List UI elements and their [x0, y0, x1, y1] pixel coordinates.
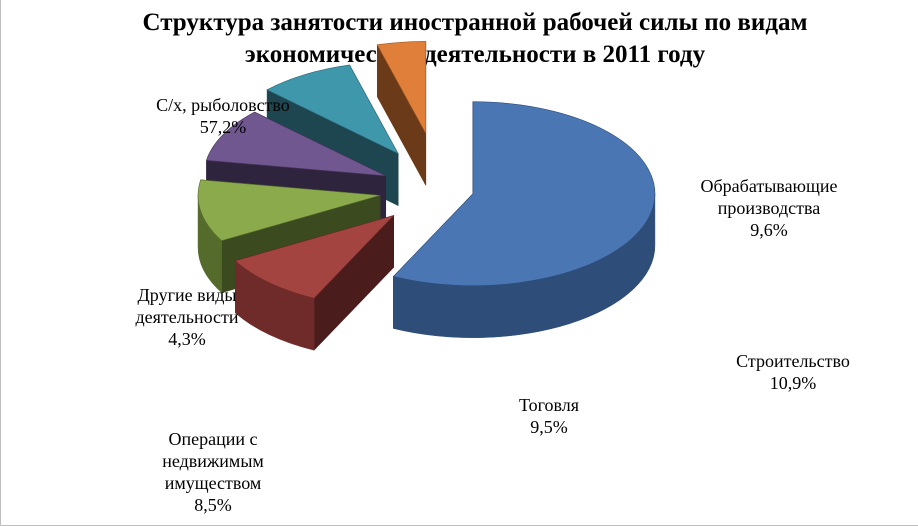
slice-value-label: 4,3%	[168, 329, 206, 349]
slice-value-label: 9,5%	[530, 417, 568, 437]
chart-title: Структура занятости иностранной рабочей …	[142, 9, 807, 68]
pie-slice-top	[197, 179, 381, 242]
slice-value-label: 10,9%	[770, 373, 817, 393]
slice-category-label: Обрабатывающие	[701, 176, 838, 196]
slice-category-label: Операции с	[169, 429, 258, 449]
slice-value-label: 57,2%	[200, 117, 247, 137]
pie-slice	[234, 214, 395, 351]
slice-value-label: 9,6%	[750, 220, 788, 240]
pie-slice	[392, 101, 656, 338]
chart-title-line-1: Структура занятости иностранной рабочей …	[142, 9, 807, 36]
slice-category-label: производства	[718, 198, 821, 218]
slice-category-label: деятельности	[135, 307, 238, 327]
pie-slice-top	[392, 101, 656, 286]
slice-category-label: С/х, рыболовство	[156, 95, 290, 115]
slice-category-label: Другие виды	[138, 285, 237, 305]
chart-title-line-2: экономической деятельности в 2011 году	[245, 41, 706, 68]
pie-slice	[376, 41, 427, 186]
pie-slices	[197, 41, 656, 351]
pie-slice-top	[376, 41, 427, 134]
slice-category-label: недвижимым	[162, 451, 264, 471]
pie-slice-top	[266, 64, 399, 155]
pie-slice-top	[205, 111, 386, 177]
pie-slice-top	[234, 214, 395, 299]
slice-category-label: имуществом	[165, 473, 262, 493]
slice-value-label: 8,5%	[194, 495, 232, 515]
slice-category-label: Строительство	[736, 351, 850, 371]
slice-category-label: Тоговля	[519, 395, 579, 415]
